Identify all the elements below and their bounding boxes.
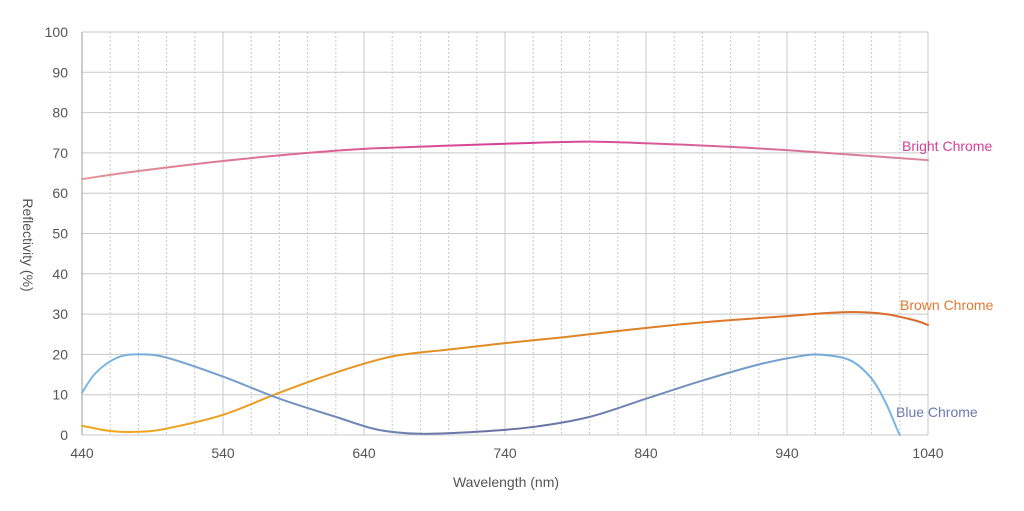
y-tick-label: 90 (52, 64, 68, 80)
bright-chrome-label: Bright Chrome (902, 138, 992, 154)
y-tick-label: 30 (52, 306, 68, 322)
brown-chrome-line (81, 311, 929, 433)
x-tick-label: 440 (70, 445, 94, 461)
y-axis-ticks: 0 10 20 30 40 50 60 70 80 90 100 (45, 24, 69, 443)
x-axis-label: Wavelength (nm) (453, 474, 559, 490)
y-tick-label: 50 (52, 226, 68, 242)
x-tick-label: 740 (493, 445, 517, 461)
y-tick-label: 0 (60, 427, 68, 443)
x-tick-label: 540 (211, 445, 235, 461)
brown-chrome-label: Brown Chrome (900, 297, 994, 313)
y-tick-label: 70 (52, 145, 68, 161)
x-tick-label: 940 (775, 445, 799, 461)
y-tick-label: 10 (52, 387, 68, 403)
x-tick-label: 1040 (912, 445, 943, 461)
y-tick-label: 40 (52, 266, 68, 282)
blue-chrome-label: Blue Chrome (896, 404, 978, 420)
bright-chrome-line (81, 140, 929, 181)
x-axis-ticks: 440 540 640 740 840 940 1040 (70, 445, 943, 461)
series-labels: Bright Chrome Brown Chrome Blue Chrome (896, 138, 994, 420)
major-gridlines (81, 31, 929, 436)
x-tick-label: 840 (634, 445, 658, 461)
y-tick-label: 20 (52, 346, 68, 362)
y-tick-label: 60 (52, 185, 68, 201)
blue-chrome-line (81, 353, 901, 436)
y-tick-label: 100 (45, 24, 69, 40)
y-tick-label: 80 (52, 105, 68, 121)
y-axis-label: Reflectivity (%) (20, 198, 36, 291)
series-lines (81, 140, 929, 436)
x-tick-label: 640 (352, 445, 376, 461)
